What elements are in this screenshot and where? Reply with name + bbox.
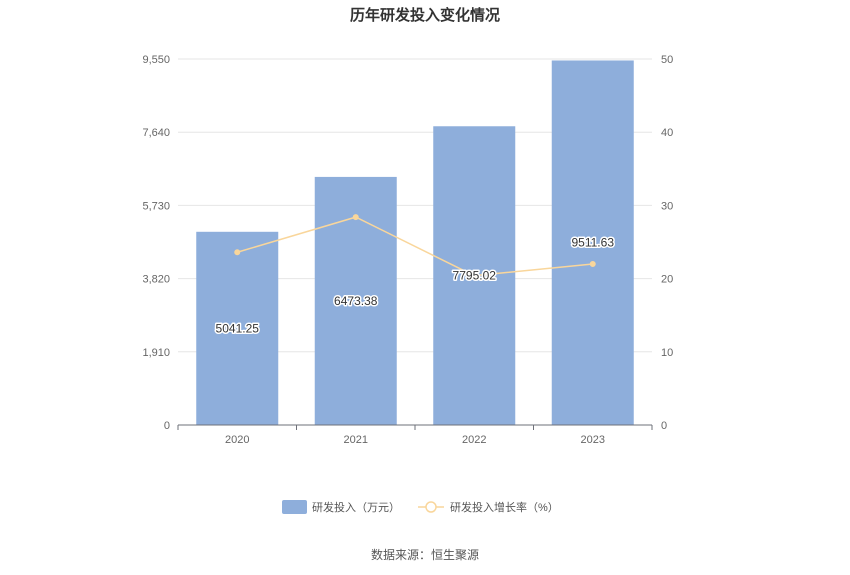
growth-point xyxy=(352,214,359,221)
bar-data-label: 9511.63 xyxy=(572,236,615,250)
y-right-tick-label: 20 xyxy=(661,274,673,286)
chart-title: 历年研发投入变化情况 xyxy=(350,6,500,24)
y-right-tick-label: 0 xyxy=(661,420,667,432)
y-left-tick-label: 9,550 xyxy=(142,54,170,66)
y-left-tick-label: 3,820 xyxy=(142,274,170,286)
legend-bar-swatch xyxy=(282,500,307,514)
y-right-tick-label: 50 xyxy=(661,54,673,66)
growth-line xyxy=(234,214,596,279)
y-left-tick-label: 0 xyxy=(164,420,170,432)
bar-data-label: 6473.38 xyxy=(334,294,378,308)
growth-point xyxy=(589,260,596,267)
legend-line-label: 研发投入增长率（%） xyxy=(450,500,559,514)
y-right-tick-label: 10 xyxy=(661,347,673,359)
bar-data-label: 5041.25 xyxy=(216,321,260,335)
y-right-tick-label: 40 xyxy=(661,127,673,139)
data-labels: 5041.25 6473.38 7795.02 9511.63 xyxy=(214,234,616,337)
bar xyxy=(551,60,634,425)
bar-data-label: 7795.02 xyxy=(453,269,497,283)
data-source: 数据来源：恒生聚源 xyxy=(371,547,479,562)
y-left-tick-label: 1,910 xyxy=(142,347,170,359)
bar xyxy=(196,231,279,425)
growth-point xyxy=(234,249,241,256)
x-tick-label: 2020 xyxy=(225,434,249,446)
legend-line-marker xyxy=(425,501,437,513)
legend[interactable]: 研发投入（万元） 研发投入增长率（%） xyxy=(282,500,559,514)
y-left-tick-label: 7,640 xyxy=(142,127,170,139)
x-tick-label: 2022 xyxy=(462,434,486,446)
x-tick-label: 2021 xyxy=(344,434,368,446)
growth-point xyxy=(471,272,478,279)
legend-bar-label: 研发投入（万元） xyxy=(312,500,400,514)
bars xyxy=(196,60,634,426)
y-right-tick-label: 30 xyxy=(661,200,673,212)
x-tick-label: 2023 xyxy=(581,434,605,446)
growth-line-path xyxy=(237,216,593,277)
y-left-tick-label: 5,730 xyxy=(142,200,170,212)
axes: 0 1,910 3,820 5,730 7,640 9,550 0 10 20 30 40 50 202… xyxy=(142,54,673,446)
